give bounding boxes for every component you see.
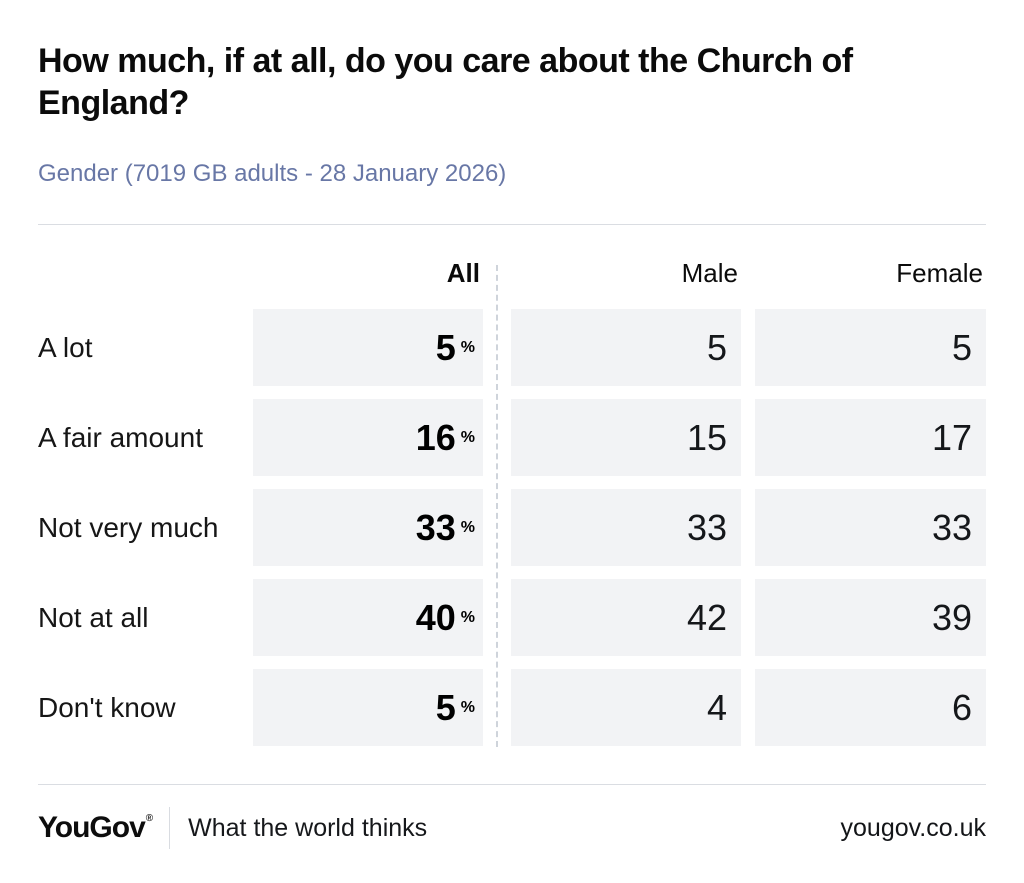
percent-sign: % [460,518,475,536]
percent-sign: % [460,698,475,716]
percent-sign: % [460,428,475,446]
cell-male: 5 [511,309,741,386]
cell-female: 17 [755,399,986,476]
cell-female: 6 [755,669,986,746]
table-row: Not very much 33% 33 33 [38,489,986,566]
table-header-row: All Male Female [38,258,986,289]
cell-male: 15 [511,399,741,476]
row-label: A lot [38,331,93,363]
cell-value: 5 [706,326,727,368]
cell-value: 33 [686,506,727,548]
cell-all: 5% [253,669,483,746]
column-header-all: All [446,258,480,288]
cell-male: 33 [511,489,741,566]
top-divider [38,224,986,225]
row-label: A fair amount [38,421,203,453]
cell-value: 6 [951,686,972,728]
table-row: A lot 5% 5 5 [38,309,986,386]
yougov-logo: YouGov ® [38,811,153,845]
table-row: A fair amount 16% 15 17 [38,399,986,476]
row-label: Not very much [38,511,219,543]
cell-female: 33 [755,489,986,566]
footer: YouGov ® What the world thinks yougov.co… [38,805,986,851]
page-title: How much, if at all, do you care about t… [38,42,853,122]
percent-sign: % [460,338,475,356]
footer-divider [38,784,986,785]
cell-female: 39 [755,579,986,656]
yougov-logo-text: YouGov [38,811,146,844]
registered-trademark-icon: ® [145,813,154,824]
results-table: All Male Female A lot 5% 5 5 A fair amou… [38,258,986,747]
cell-value: 16 [415,416,456,458]
survey-card: How much, if at all, do you care about t… [38,42,986,851]
footer-tagline: What the world thinks [188,813,428,842]
logo-tagline-divider [169,807,171,849]
footer-url: yougov.co.uk [840,813,986,842]
cell-all: 16% [253,399,483,476]
cell-value: 17 [931,416,972,458]
cell-value: 5 [435,326,456,368]
cell-value: 15 [686,416,727,458]
table-row: Not at all 40% 42 39 [38,579,986,656]
cell-value: 40 [415,596,456,638]
table-row: Don't know 5% 4 6 [38,669,986,746]
cell-value: 42 [686,596,727,638]
percent-sign: % [460,608,475,626]
cell-female: 5 [755,309,986,386]
cell-value: 39 [931,596,972,638]
cell-value: 4 [706,686,727,728]
row-label: Don't know [38,691,176,723]
cell-value: 5 [435,686,456,728]
cell-value: 33 [931,506,972,548]
dashed-column-divider [496,265,498,747]
column-header-female: Female [896,258,983,288]
row-label: Not at all [38,601,149,633]
cell-male: 42 [511,579,741,656]
cell-male: 4 [511,669,741,746]
survey-subtitle: Gender (7019 GB adults - 28 January 2026… [38,160,507,187]
cell-value: 5 [951,326,972,368]
cell-all: 33% [253,489,483,566]
cell-value: 33 [415,506,456,548]
cell-all: 40% [253,579,483,656]
cell-all: 5% [253,309,483,386]
column-header-male: Male [681,258,738,288]
